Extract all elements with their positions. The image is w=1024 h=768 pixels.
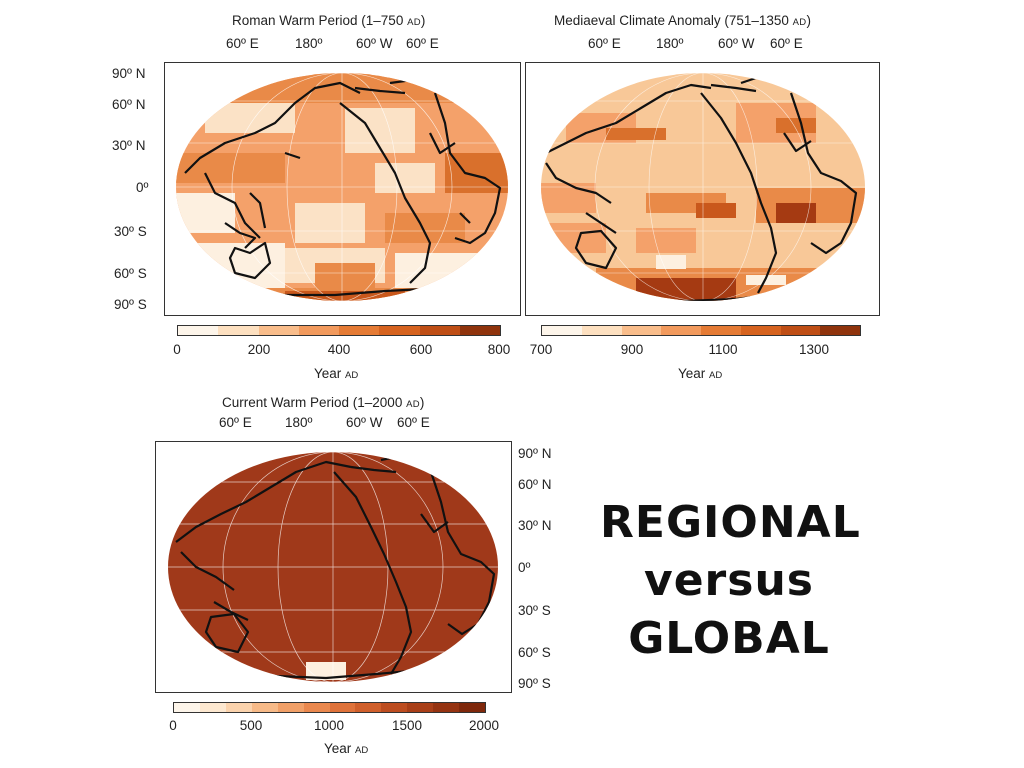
- current-colorbar-swatch-9: [381, 703, 408, 712]
- current-colorbar: [173, 702, 486, 713]
- current-lon-label-3: 60º W: [346, 415, 383, 430]
- mediaeval-lon-label-2: 180º: [656, 36, 684, 51]
- roman-tick-400: 400: [327, 342, 351, 357]
- roman-tick-600: 600: [409, 342, 433, 357]
- current-lat-label-90s: 90º S: [518, 676, 551, 691]
- current-map-frame: [155, 441, 512, 693]
- roman-colorbar-swatch-3: [258, 326, 299, 335]
- mediaeval-colorbar-swatch-1: [542, 326, 582, 335]
- current-colorbar-swatch-2: [199, 703, 226, 712]
- mediaeval-colorbar: [541, 325, 861, 336]
- current-lat-label-30s: 30º S: [518, 603, 551, 618]
- current-colorbar-swatch-4: [251, 703, 278, 712]
- current-lat-label-60n: 60º N: [518, 477, 552, 492]
- mediaeval-tick-900: 900: [620, 342, 644, 357]
- roman-lat-label-90s: 90º S: [114, 297, 147, 312]
- mediaeval-colorbar-swatch-6: [740, 326, 781, 335]
- current-tick-2000: 2000: [468, 718, 500, 733]
- mediaeval-tick-700: 700: [529, 342, 553, 357]
- current-tick-500: 500: [239, 718, 263, 733]
- roman-lat-label-0: 0º: [136, 180, 149, 195]
- roman-tick-0: 0: [173, 342, 181, 357]
- mediaeval-colorbar-swatch-5: [701, 326, 741, 335]
- current-colorbar-swatch-8: [355, 703, 382, 712]
- current-lat-label-60s: 60º S: [518, 645, 551, 660]
- mediaeval-panel-title: Mediaeval Climate Anomaly (751–1350 AD): [554, 13, 811, 28]
- roman-colorbar-swatch-5: [339, 326, 380, 335]
- mediaeval-map-frame: [525, 62, 880, 316]
- current-colorbar-swatch-5: [277, 703, 304, 712]
- roman-colorbar-swatch-7: [419, 326, 460, 335]
- mediaeval-lon-label-3: 60º W: [718, 36, 755, 51]
- heading-line-versus: versus: [644, 555, 814, 606]
- current-colorbar-swatch-12: [459, 703, 486, 712]
- current-tick-1500: 1500: [391, 718, 423, 733]
- roman-colorbar-swatch-8: [459, 326, 500, 335]
- roman-lon-label-2: 180º: [295, 36, 323, 51]
- roman-colorbar-swatch-2: [218, 326, 259, 335]
- roman-colorbar-swatch-1: [178, 326, 219, 335]
- current-year-label: Year AD: [324, 741, 369, 756]
- current-lat-label-30n: 30º N: [518, 518, 552, 533]
- heading-line-global: GLOBAL: [628, 613, 830, 664]
- roman-map: [176, 73, 508, 301]
- roman-lat-label-90n: 90º N: [112, 66, 146, 81]
- mediaeval-colorbar-swatch-8: [820, 326, 860, 335]
- mediaeval-colorbar-swatch-2: [581, 326, 622, 335]
- heading-line-regional: REGIONAL: [600, 497, 861, 548]
- mediaeval-colorbar-swatch-3: [621, 326, 662, 335]
- roman-lat-label-60s: 60º S: [114, 266, 147, 281]
- roman-lon-label-3: 60º W: [356, 36, 393, 51]
- current-tick-0: 0: [169, 718, 177, 733]
- current-colorbar-swatch-3: [225, 703, 252, 712]
- current-colorbar-swatch-10: [407, 703, 434, 712]
- roman-lat-label-60n: 60º N: [112, 97, 146, 112]
- current-colorbar-swatch-1: [174, 703, 200, 712]
- current-colorbar-swatch-7: [329, 703, 356, 712]
- mediaeval-colorbar-swatch-4: [661, 326, 701, 335]
- current-tick-1000: 1000: [313, 718, 345, 733]
- mediaeval-map: [541, 73, 865, 301]
- current-lat-label-90n: 90º N: [518, 446, 552, 461]
- current-lon-label-2: 180º: [285, 415, 313, 430]
- mediaeval-lon-label-4: 60º E: [770, 36, 803, 51]
- current-panel-title: Current Warm Period (1–2000 AD): [222, 395, 425, 410]
- roman-lon-label-1: 60º E: [226, 36, 259, 51]
- mediaeval-year-label: Year AD: [678, 366, 723, 381]
- regional-versus-global-heading: REGIONAL versus GLOBAL: [600, 494, 861, 668]
- roman-panel-title: Roman Warm Period (1–750 AD): [232, 13, 426, 28]
- roman-year-label: Year AD: [314, 366, 359, 381]
- roman-colorbar-swatch-6: [379, 326, 420, 335]
- roman-colorbar-swatch-4: [298, 326, 339, 335]
- current-lon-label-1: 60º E: [219, 415, 252, 430]
- current-colorbar-swatch-11: [433, 703, 460, 712]
- current-lon-label-4: 60º E: [397, 415, 430, 430]
- mediaeval-tick-1100: 1100: [708, 342, 738, 357]
- roman-lon-label-4: 60º E: [406, 36, 439, 51]
- roman-lat-label-30s: 30º S: [114, 224, 147, 239]
- current-colorbar-swatch-6: [303, 703, 330, 712]
- current-map: [168, 452, 498, 682]
- roman-map-frame: [164, 62, 521, 316]
- mediaeval-colorbar-swatch-7: [780, 326, 821, 335]
- roman-tick-200: 200: [247, 342, 271, 357]
- current-lat-label-0: 0º: [518, 560, 531, 575]
- roman-lat-label-30n: 30º N: [112, 138, 146, 153]
- mediaeval-lon-label-1: 60º E: [588, 36, 621, 51]
- mediaeval-tick-1300: 1300: [798, 342, 830, 357]
- roman-colorbar: [177, 325, 501, 336]
- roman-tick-800: 800: [487, 342, 511, 357]
